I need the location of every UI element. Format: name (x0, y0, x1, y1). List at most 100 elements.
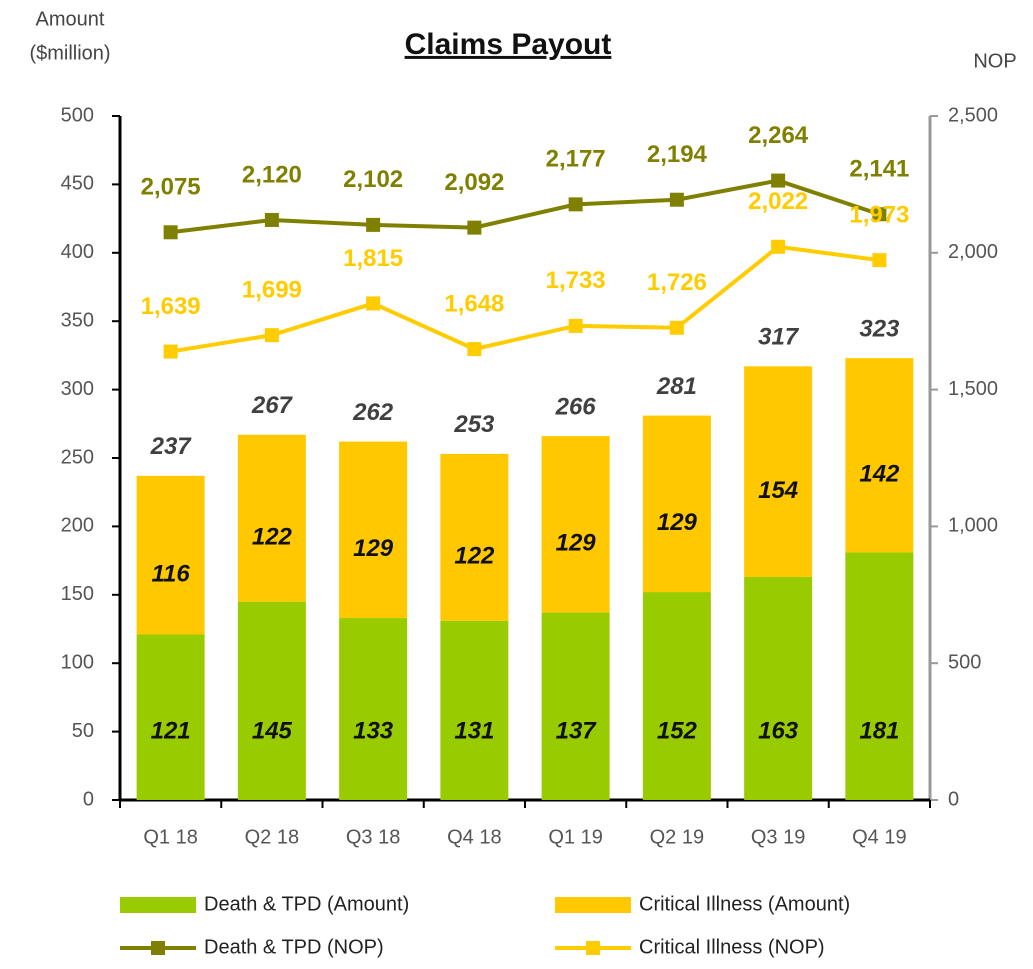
y-tick-label: 0 (83, 788, 94, 810)
y2-axis-label: NOP (973, 50, 1016, 72)
line-label: 1,726 (647, 269, 707, 296)
legend-swatch (586, 941, 600, 955)
bar-label: 154 (758, 477, 798, 504)
total-label: 262 (352, 399, 394, 426)
x-tick-label: Q2 19 (650, 826, 704, 848)
marker (872, 253, 887, 268)
bar-label: 121 (151, 717, 191, 744)
y-tick-label: 200 (61, 515, 94, 537)
line-label: 2,120 (242, 161, 302, 188)
y2-tick-label: 1,500 (948, 378, 998, 400)
y2-tick-label: 1,000 (948, 515, 998, 537)
total-label: 267 (251, 392, 294, 419)
x-tick-label: Q1 18 (143, 826, 197, 848)
bar-label: 131 (454, 717, 494, 744)
marker (568, 197, 583, 212)
line-label: 1,648 (444, 290, 504, 317)
bar-label: 142 (859, 461, 900, 488)
marker (264, 328, 279, 343)
y-tick-label: 250 (61, 446, 94, 468)
line-label: 2,264 (748, 122, 809, 149)
marker (771, 173, 786, 188)
marker (872, 207, 887, 222)
legend-label: Death & TPD (NOP) (204, 936, 384, 958)
bar (541, 612, 610, 800)
line-label: 2,022 (748, 188, 808, 215)
bar (642, 415, 711, 593)
bar (339, 441, 408, 619)
bar (642, 592, 711, 800)
bar (744, 577, 813, 800)
total-label: 237 (150, 433, 193, 460)
y-tick-label: 400 (61, 241, 94, 263)
y-tick-label: 300 (61, 378, 94, 400)
total-label: 281 (656, 373, 697, 400)
y-tick-label: 350 (61, 309, 94, 331)
line-label: 1,639 (141, 293, 201, 320)
line-label: 2,102 (343, 166, 403, 193)
y-tick-label: 500 (61, 104, 94, 126)
y-axis-label: Amount (36, 8, 105, 30)
marker (669, 192, 684, 207)
marker (163, 225, 178, 240)
bar (845, 552, 914, 800)
bar (237, 434, 306, 602)
line-label: 2,177 (546, 146, 606, 173)
bar-label: 129 (556, 530, 597, 557)
bar-label: 133 (353, 717, 394, 744)
y2-tick-label: 2,000 (948, 241, 998, 263)
y2-tick-label: 2,500 (948, 104, 998, 126)
bar (339, 618, 408, 800)
bar-label: 122 (252, 524, 293, 551)
x-tick-label: Q3 19 (751, 826, 805, 848)
bar-label: 181 (859, 717, 899, 744)
bar-label: 145 (252, 717, 293, 744)
y-tick-label: 100 (61, 651, 94, 673)
line-label: 2,141 (849, 156, 909, 183)
line-label: 1,699 (242, 276, 302, 303)
line-label: 1,815 (343, 245, 403, 272)
y2-tick-label: 500 (948, 651, 981, 673)
bar-label: 129 (657, 509, 698, 536)
marker (163, 344, 178, 359)
line (170, 244, 880, 354)
legend-label: Death & TPD (Amount) (204, 893, 409, 915)
line-label: 2,194 (647, 141, 708, 168)
bar-label: 129 (353, 535, 394, 562)
bar-label: 137 (556, 717, 598, 744)
marker (467, 220, 482, 235)
y2-tick-label: 0 (948, 788, 959, 810)
chart-title: Claims Payout (405, 28, 612, 61)
bar-label: 122 (454, 543, 495, 570)
x-tick-label: Q1 19 (548, 826, 602, 848)
bar (136, 475, 205, 635)
x-tick-label: Q4 19 (852, 826, 906, 848)
legend-swatch (120, 897, 196, 913)
bar (237, 601, 306, 800)
bar (744, 366, 813, 578)
bar (845, 358, 914, 553)
bar (440, 620, 509, 800)
y-axis-label: ($million) (29, 42, 110, 64)
bar-label: 163 (758, 717, 799, 744)
bar (136, 634, 205, 800)
y-tick-label: 150 (61, 583, 94, 605)
legend-swatch (555, 897, 631, 913)
total-label: 323 (859, 315, 900, 342)
bar-label: 152 (657, 717, 698, 744)
total-label: 253 (453, 411, 495, 438)
line-label: 2,075 (141, 174, 201, 201)
legend-label: Critical Illness (NOP) (639, 936, 825, 958)
bar-label: 116 (151, 560, 190, 587)
total-label: 266 (555, 393, 597, 420)
marker (669, 320, 684, 335)
legend-label: Critical Illness (Amount) (639, 893, 850, 915)
bar (440, 453, 509, 621)
line (170, 178, 881, 235)
bar (541, 436, 610, 613)
marker (771, 239, 786, 254)
marker (366, 296, 381, 311)
line-label: 1,733 (546, 267, 606, 294)
marker (568, 318, 583, 333)
